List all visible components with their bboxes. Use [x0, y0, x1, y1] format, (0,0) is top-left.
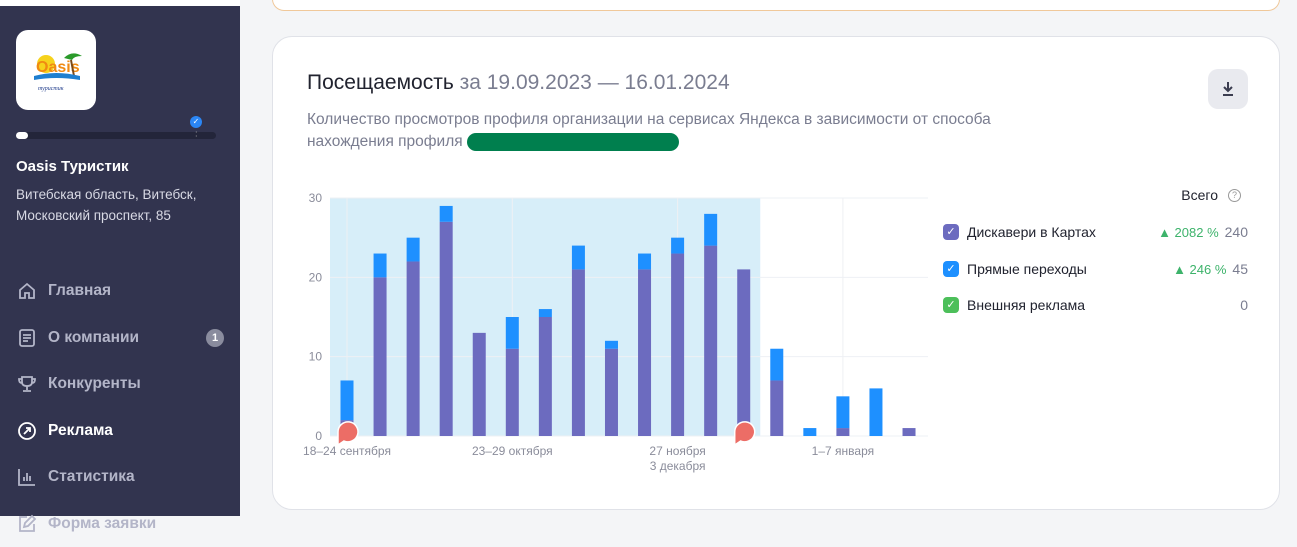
edit-icon	[16, 513, 38, 535]
bar-segment-direct	[572, 246, 585, 270]
y-tick-label: 30	[309, 191, 323, 205]
bar-segment-discovery	[671, 254, 684, 436]
bar-segment-direct	[539, 309, 552, 317]
event-marker-icon	[338, 422, 358, 445]
bar-segment-discovery	[407, 261, 420, 436]
bar-segment-discovery	[506, 349, 519, 436]
bar-segment-direct	[374, 254, 387, 278]
event-marker-icon	[735, 422, 755, 445]
bar-segment-discovery	[638, 269, 651, 436]
bar-segment-discovery	[903, 428, 916, 436]
bar-segment-direct	[770, 349, 783, 381]
x-tick-label: 1–7 января	[812, 444, 874, 458]
sidebar-item-label: Форма заявки	[48, 515, 156, 533]
bar-segment-discovery	[572, 269, 585, 436]
y-tick-label: 0	[315, 429, 322, 443]
bar-segment-discovery	[737, 269, 750, 436]
attendance-chart: 0 10 20 30 18–24 сентября 23–29 октября 27 ноя…	[0, 0, 1297, 516]
bar-segment-discovery	[473, 333, 486, 436]
bar-segment-discovery	[770, 380, 783, 436]
bar-segment-direct	[704, 214, 717, 246]
x-tick-label: 27 ноября	[649, 444, 705, 458]
bar-segment-direct	[440, 206, 453, 222]
bar-segment-direct	[605, 341, 618, 349]
bar-segment-direct	[407, 238, 420, 262]
y-tick-label: 10	[309, 350, 323, 364]
bar-segment-direct	[506, 317, 519, 349]
bar-segment-direct	[638, 254, 651, 270]
bar-segment-direct	[836, 396, 849, 428]
x-tick-label: 18–24 сентября	[303, 444, 391, 458]
bar-segment-discovery	[605, 349, 618, 436]
x-tick-label: 3 декабря	[650, 459, 706, 473]
bar-segment-direct	[341, 380, 354, 420]
bar-segment-direct	[869, 388, 882, 436]
bar-segment-discovery	[836, 428, 849, 436]
bar-segment-discovery	[440, 222, 453, 436]
bar-segment-discovery	[539, 317, 552, 436]
x-tick-label: 23–29 октября	[472, 444, 553, 458]
bar-segment-direct	[803, 428, 816, 436]
bar-segment-discovery	[704, 246, 717, 436]
bar-segment-direct	[671, 238, 684, 254]
y-tick-label: 20	[309, 270, 323, 284]
bar-segment-discovery	[374, 277, 387, 436]
